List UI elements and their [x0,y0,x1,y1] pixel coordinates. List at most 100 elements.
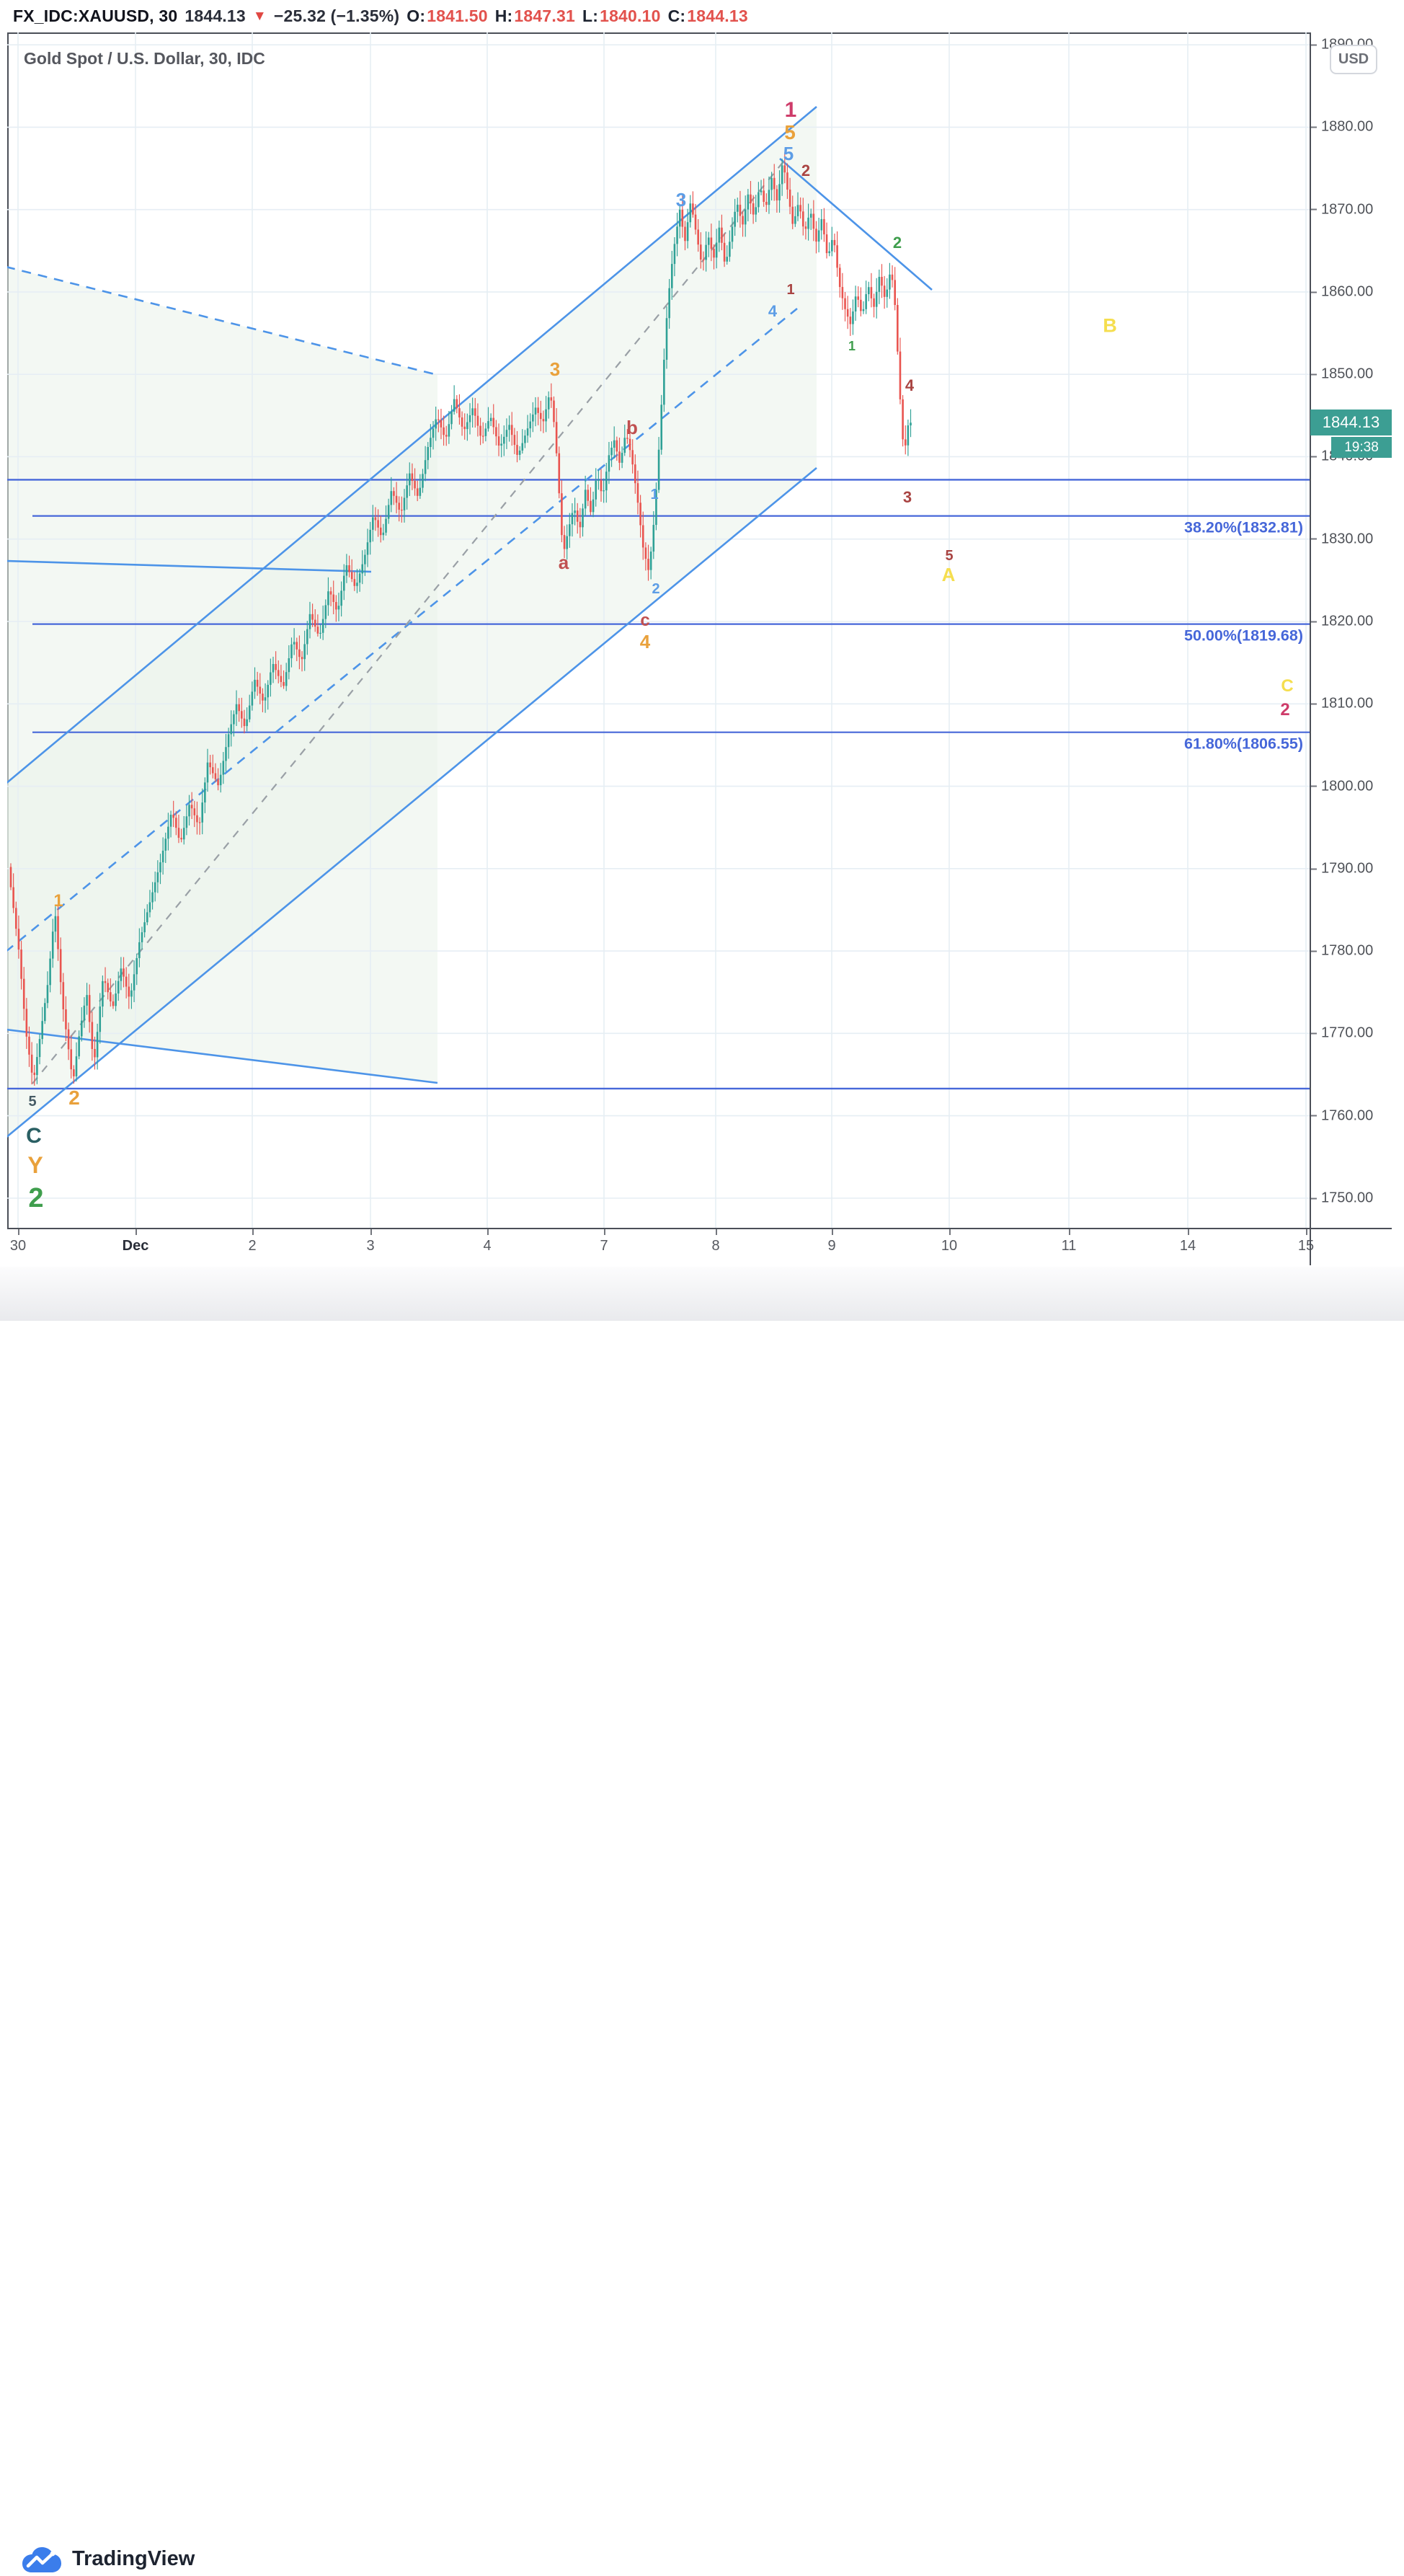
candle-body [99,1006,102,1032]
candle-body [340,590,342,606]
candle-body [51,931,54,959]
descending-channel-top[interactable] [7,266,438,376]
candle-body [495,427,497,437]
candle-body [878,277,881,292]
minor-resistance-line[interactable] [7,559,372,573]
descending-channel-fill [7,267,437,1083]
candle-body [721,227,723,243]
currency-toggle-button[interactable]: USD [1330,45,1377,74]
candle-body [440,420,443,428]
candle-body [838,267,841,288]
candle-body [537,407,539,413]
candle-body [117,981,120,994]
candle-body [521,443,524,451]
candle-body [243,718,246,727]
time-axis-label: 11 [1061,1238,1077,1254]
down-trendline[interactable] [779,158,933,291]
candle-body [516,445,518,455]
candle-body [582,508,584,528]
candle-body [889,274,891,290]
time-axis-label: 14 [1179,1238,1196,1254]
candle-body [755,207,757,215]
candle-body [781,165,783,185]
mid-channel-dashed[interactable] [7,307,798,952]
time-axis-notch [1069,1229,1070,1235]
candle-body [167,826,169,839]
ascending-channel-bottom[interactable] [7,466,817,1138]
candle-body [211,767,214,774]
candle-body [899,351,902,399]
candle-body [628,438,631,451]
time-axis-label: 8 [711,1238,720,1254]
price-axis-label: 1750.00 [1311,1190,1392,1206]
candle-body [112,1001,115,1006]
tradingview-logo-icon[interactable] [18,2541,66,2576]
candle-body [870,287,873,298]
candle-body [636,483,639,503]
candle-body [364,554,366,565]
time-axis-label: 10 [941,1238,958,1254]
ascending-channel-top[interactable] [7,106,817,784]
time-axis-notch [832,1229,833,1235]
candle-body [668,288,670,319]
candle-body [148,902,151,913]
candle-body [484,428,487,436]
candle-body [44,1003,46,1022]
candle-body [694,214,697,230]
tradingview-wordmark[interactable]: TradingView [72,2547,195,2570]
candle-body [161,850,164,863]
candle-body [385,518,387,533]
candle-body [788,189,791,207]
candle-body [547,397,550,410]
candle-body [9,867,12,888]
wave-connector-gray-dashed[interactable] [32,156,788,1084]
candle-body [377,520,379,528]
candle-body [188,805,190,817]
candle-body [267,684,270,698]
candle-body [143,922,146,933]
candle-body [46,985,49,1004]
symbol-and-interval[interactable]: FX_IDC:XAUUSD, 30 [13,6,178,25]
candlestick-plot-area[interactable]: 38.20%(1832.81) 50.00%(1819.68) 61.80%(180… [7,32,1310,1228]
open-key: O: [406,6,426,25]
candle-body [860,299,862,311]
candle-body [849,317,852,324]
candle-body [692,203,694,215]
ohlc-header-bar[interactable]: FX_IDC:XAUUSD, 30 1844.13 ▼ −25.32 (−1.35%)… [0,0,1404,32]
candle-body [532,414,534,422]
candle-body [277,670,280,676]
candle-body [96,1032,99,1058]
candle-body [542,419,545,422]
high-key: H: [494,6,513,25]
candle-body [350,572,353,580]
candle-body [641,525,644,548]
candle-body [649,552,652,570]
candle-body [398,503,401,510]
candle-body [623,438,626,453]
candle-body [479,425,481,436]
candle-body [910,422,912,426]
candle-body [809,213,812,218]
time-axis-label: 4 [483,1238,492,1254]
candle-body [739,204,742,216]
candle-body [414,481,416,489]
price-axis[interactable]: 1890.001880.001870.001860.001850.001840.… [1310,32,1392,1228]
candle-body [752,203,755,215]
footer-bar: TradingView [0,1267,1404,2572]
time-axis[interactable]: 30 Dec 2 3 4 7 8 9 10 11 14 15 [7,1228,1392,1265]
candle-body [73,1069,75,1076]
descending-channel-bottom[interactable] [7,1028,438,1084]
candle-body [246,719,248,727]
candle-body [214,773,217,779]
candle-body [80,1020,83,1037]
candle-body [382,532,385,536]
last-price-tag[interactable]: 1844.13 [1310,410,1392,435]
candle-body [227,734,230,748]
time-axis-notch [135,1229,137,1235]
candle-body [251,691,254,706]
candle-body [492,417,495,428]
time-axis-label: 2 [248,1238,257,1254]
time-axis-notch [1188,1229,1189,1235]
candle-body [275,664,277,670]
candle-body [115,993,117,1006]
